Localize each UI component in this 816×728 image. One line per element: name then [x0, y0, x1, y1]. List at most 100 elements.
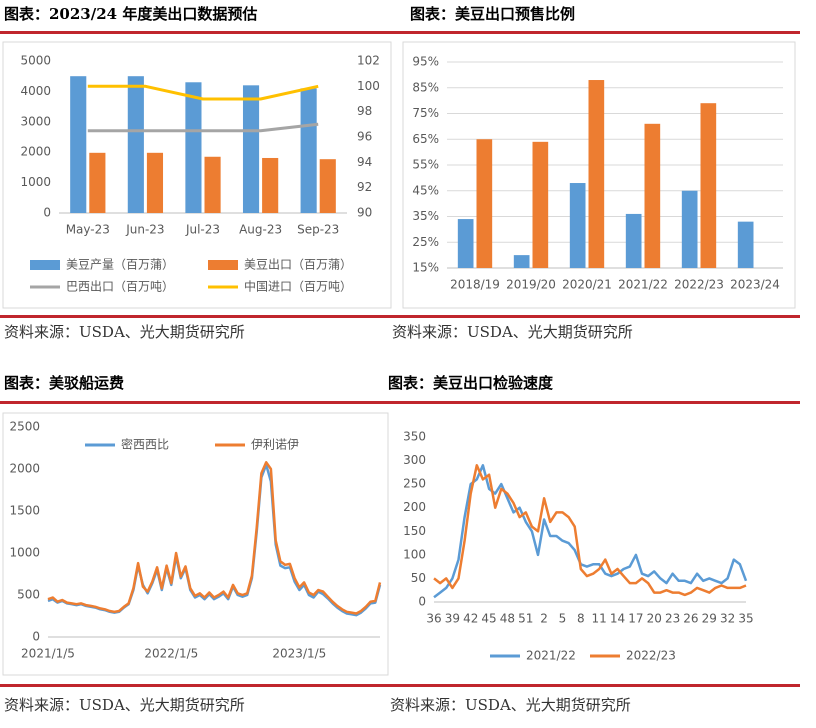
- y-tick-label: 2000: [20, 145, 51, 159]
- bar: [262, 157, 279, 213]
- y-tick-label: 45%: [412, 183, 439, 197]
- bar: [588, 80, 605, 269]
- y-tick-label: 92: [357, 180, 372, 194]
- bar: [185, 82, 202, 213]
- panel-frame: [2, 41, 392, 309]
- y-tick-label: 300: [403, 453, 426, 467]
- y-tick-label: 2000: [9, 462, 40, 476]
- bar: [457, 219, 474, 268]
- legend-label: 密西西比: [121, 437, 169, 452]
- y-tick-label: 100: [357, 79, 380, 93]
- y-tick-label: 1000: [20, 175, 51, 189]
- y-tick-label: 65%: [412, 132, 439, 146]
- bar: [89, 152, 106, 213]
- x-tick-label: Sep-23: [297, 223, 339, 237]
- legend-label: 2021/22: [526, 649, 576, 663]
- legend-label: 美豆出口（百万蒲）: [244, 258, 352, 272]
- panel-frame: [2, 412, 389, 676]
- x-tick-label: 2022/1/5: [144, 647, 198, 661]
- x-tick-label: 51: [518, 612, 533, 626]
- x-tick-label: 42: [463, 612, 478, 626]
- y-tick-label: 98: [357, 104, 372, 118]
- x-tick-label: 26: [683, 612, 698, 626]
- x-tick-label: 17: [628, 612, 643, 626]
- x-tick-label: 8: [577, 612, 585, 626]
- x-tick-label: Jul-23: [185, 223, 220, 237]
- bar: [532, 141, 549, 268]
- rule: [0, 684, 800, 687]
- panel-title: 图表：2023/24 年度美出口数据预估: [4, 5, 257, 23]
- y-tick-label: 150: [403, 524, 426, 538]
- bar: [737, 221, 754, 268]
- y-tick-label: 2500: [9, 420, 40, 434]
- x-tick-label: 36: [426, 612, 441, 626]
- panel-title: 图表：美驳船运费: [4, 374, 124, 392]
- y-tick-label: 50: [411, 571, 426, 585]
- y-tick-label: 90: [357, 206, 372, 220]
- y-tick-label: 94: [357, 155, 372, 169]
- y-tick-label: 250: [403, 477, 426, 491]
- x-tick-label: 48: [500, 612, 515, 626]
- x-tick-label: Aug-23: [239, 223, 282, 237]
- y-tick-label: 100: [403, 547, 426, 561]
- x-tick-label: May-23: [66, 223, 110, 237]
- y-tick-label: 95%: [412, 55, 439, 69]
- x-tick-label: 45: [481, 612, 496, 626]
- line-series: [87, 122, 319, 133]
- legend-label: 中国进口（百万吨）: [244, 279, 352, 294]
- rule: [0, 401, 800, 404]
- x-tick-label: 2023/1/5: [272, 647, 326, 661]
- bar: [476, 139, 493, 268]
- source-note: 资料来源：USDA、光大期货研究所: [392, 323, 633, 341]
- source-note: 资料来源：USDA、光大期货研究所: [390, 696, 631, 714]
- x-tick-label: 2020/21: [562, 278, 612, 292]
- x-tick-label: 2019/20: [506, 278, 556, 292]
- rule: [0, 31, 800, 34]
- x-tick-label: 29: [702, 612, 717, 626]
- x-tick-label: 39: [445, 612, 460, 626]
- y-tick-label: 0: [32, 630, 40, 644]
- legend-label: 美豆产量（百万蒲）: [66, 258, 174, 272]
- y-tick-label: 55%: [412, 158, 439, 172]
- x-tick-label: 20: [647, 612, 662, 626]
- y-tick-label: 350: [403, 430, 426, 444]
- x-tick-label: 2021/1/5: [21, 647, 75, 661]
- x-tick-label: 2: [540, 612, 548, 626]
- bar: [681, 190, 698, 268]
- x-tick-label: 5: [559, 612, 567, 626]
- y-tick-label: 0: [418, 595, 426, 609]
- y-tick-label: 3000: [20, 114, 51, 128]
- bar: [569, 183, 586, 268]
- panel-frame: [402, 41, 796, 309]
- source-note: 资料来源：USDA、光大期货研究所: [4, 696, 245, 714]
- legend-swatch: [30, 260, 60, 270]
- y-tick-label: 5000: [20, 54, 51, 68]
- x-tick-label: Jun-23: [125, 223, 164, 237]
- x-tick-label: 23: [665, 612, 680, 626]
- bar: [127, 76, 144, 213]
- y-tick-label: 102: [357, 54, 380, 68]
- bar: [70, 76, 87, 213]
- bar: [300, 88, 317, 213]
- bar: [513, 255, 530, 268]
- line-series: [47, 461, 382, 615]
- y-tick-label: 500: [17, 588, 40, 602]
- bar: [700, 103, 717, 268]
- rule: [0, 315, 800, 318]
- y-tick-label: 0: [43, 206, 51, 220]
- bar: [644, 123, 661, 268]
- bar: [625, 213, 642, 268]
- legend-label: 2022/23: [626, 649, 676, 663]
- x-tick-label: 14: [610, 612, 625, 626]
- x-tick-label: 2021/22: [618, 278, 668, 292]
- legend-swatch: [208, 260, 238, 270]
- y-tick-label: 25%: [412, 235, 439, 249]
- y-tick-label: 4000: [20, 84, 51, 98]
- y-tick-label: 35%: [412, 209, 439, 223]
- panel-title: 图表：美豆出口检验速度: [388, 374, 554, 392]
- y-tick-label: 1500: [9, 504, 40, 518]
- line-series: [87, 84, 319, 101]
- y-tick-label: 15%: [412, 261, 439, 275]
- bar: [319, 159, 336, 213]
